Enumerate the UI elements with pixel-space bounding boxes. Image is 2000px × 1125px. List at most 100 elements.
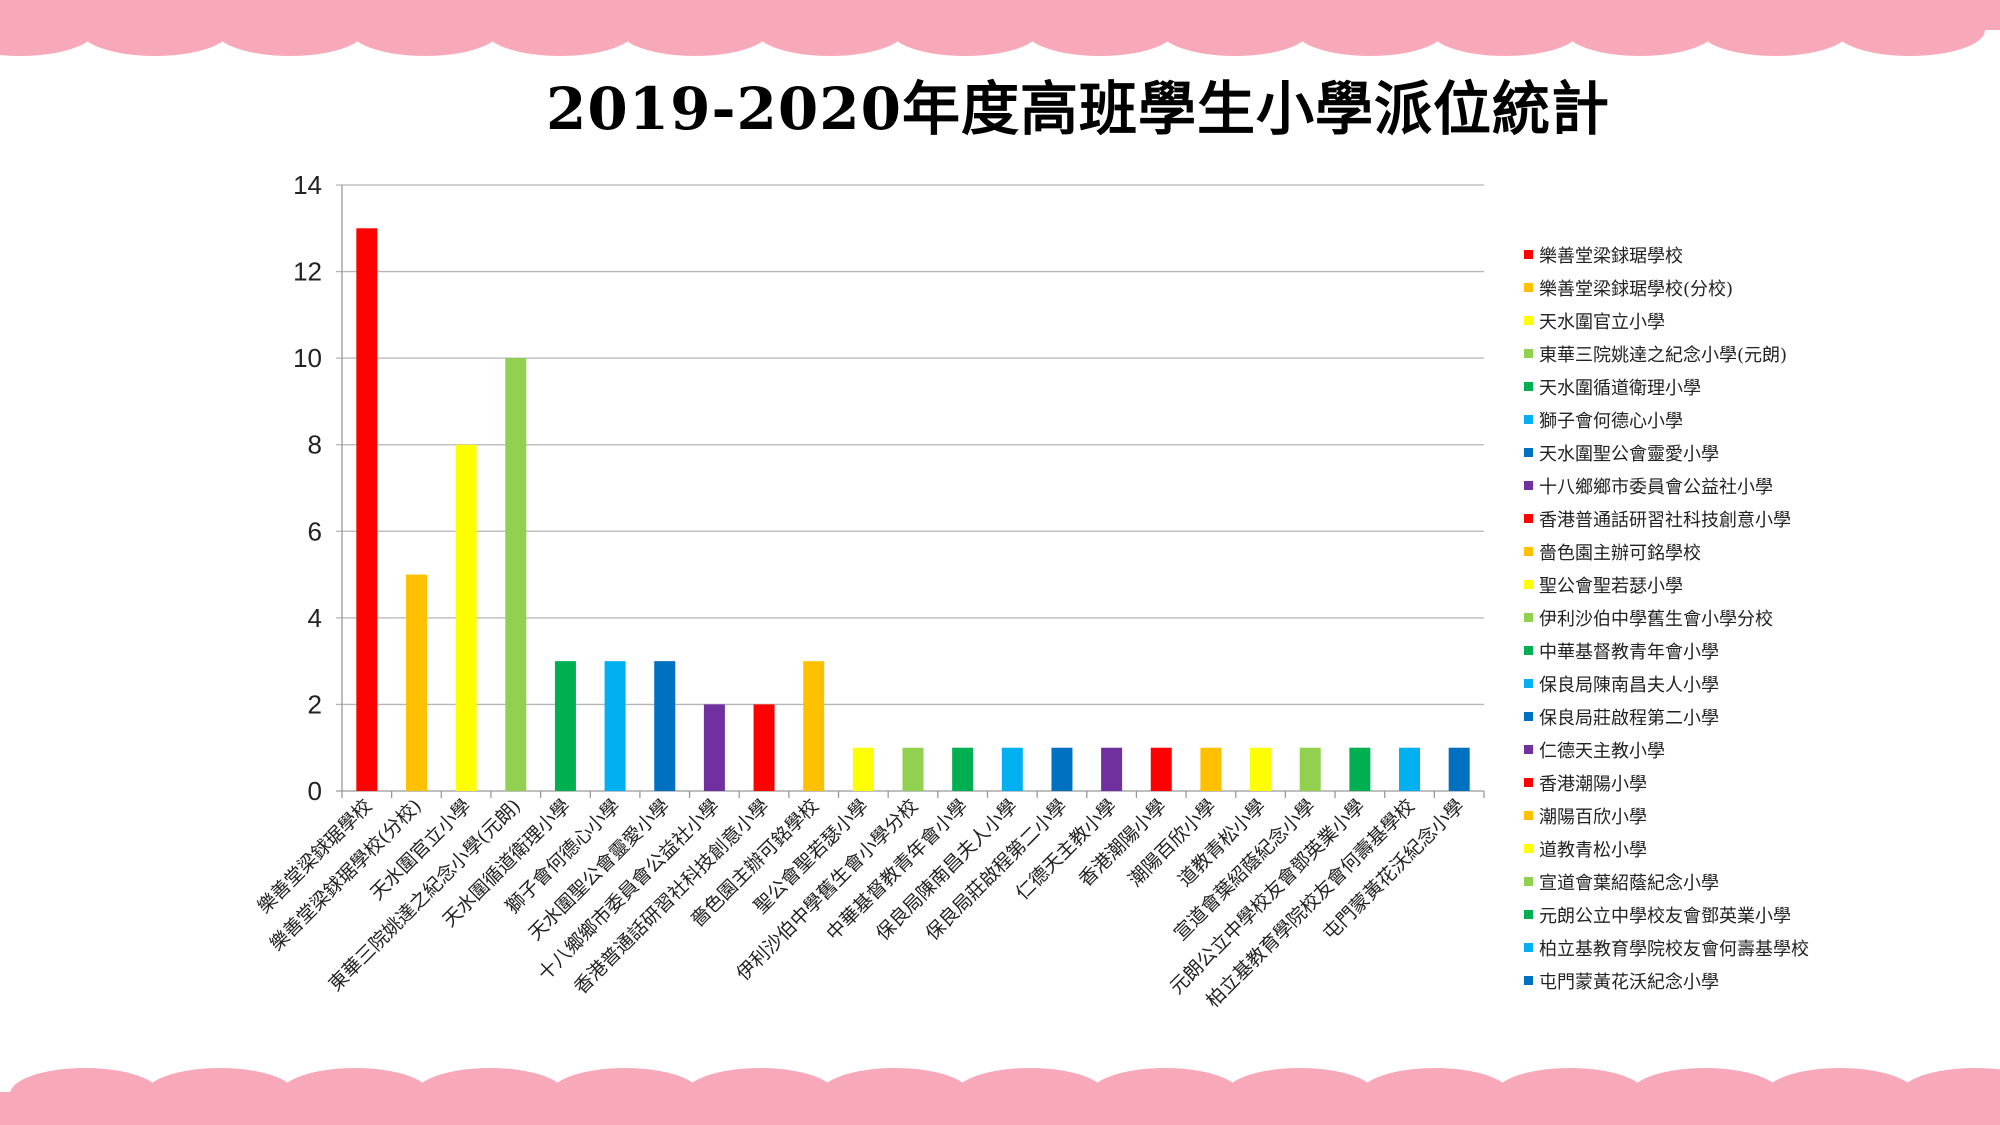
- legend-item: 嗇色園主辦可銘學校: [1524, 535, 1809, 568]
- legend-item: 潮陽百欣小學: [1524, 799, 1809, 832]
- y-tick-label: 12: [293, 257, 322, 287]
- legend-swatch: [1524, 514, 1533, 523]
- chart-title: 2019-2020年度高班學生小學派位統計: [546, 75, 1610, 143]
- legend-item: 元朗公立中學校友會鄧英業小學: [1524, 898, 1809, 931]
- legend-label: 香港潮陽小學: [1539, 773, 1647, 795]
- bar: [902, 747, 924, 791]
- legend-item: 保良局莊啟程第二小學: [1524, 700, 1809, 733]
- legend-swatch: [1524, 712, 1533, 721]
- legend-swatch: [1524, 646, 1533, 655]
- y-tick-label: 4: [308, 603, 322, 633]
- legend-item: 仁德天主教小學: [1524, 733, 1809, 766]
- bar: [1101, 747, 1123, 791]
- legend-item: 屯門蒙黃花沃紀念小學: [1524, 964, 1809, 997]
- bar: [356, 228, 378, 792]
- legend-swatch: [1524, 778, 1533, 787]
- legend-item: 樂善堂梁銶琚學校(分校): [1524, 271, 1809, 304]
- legend-swatch: [1524, 679, 1533, 688]
- bar: [753, 704, 775, 791]
- y-tick-label: 0: [308, 776, 322, 806]
- legend-item: 聖公會聖若瑟小學: [1524, 568, 1809, 601]
- legend-swatch: [1524, 415, 1533, 424]
- legend-label: 獅子會何德心小學: [1539, 410, 1683, 432]
- legend-swatch: [1524, 844, 1533, 853]
- legend-item: 十八鄉鄉市委員會公益社小學: [1524, 469, 1809, 502]
- legend-label: 屯門蒙黃花沃紀念小學: [1539, 971, 1719, 993]
- legend-item: 道教青松小學: [1524, 832, 1809, 865]
- legend-swatch: [1524, 811, 1533, 820]
- legend-swatch: [1524, 877, 1533, 886]
- legend-item: 香港普通話研習社科技創意小學: [1524, 502, 1809, 535]
- legend-item: 天水圍循道衛理小學: [1524, 370, 1809, 403]
- y-tick-label: 8: [308, 430, 322, 460]
- legend-label: 伊利沙伯中學舊生會小學分校: [1539, 608, 1773, 630]
- legend-label: 仁德天主教小學: [1539, 740, 1665, 762]
- legend-label: 保良局陳南昌夫人小學: [1539, 674, 1719, 696]
- legend-swatch: [1524, 910, 1533, 919]
- bar: [505, 358, 527, 791]
- legend-swatch: [1524, 349, 1533, 358]
- legend-item: 香港潮陽小學: [1524, 766, 1809, 799]
- bar: [604, 661, 626, 791]
- bar: [1051, 747, 1073, 791]
- legend-item: 柏立基教育學院校友會何壽基學校: [1524, 931, 1809, 964]
- bar: [1001, 747, 1023, 791]
- legend-swatch: [1524, 547, 1533, 556]
- legend-label: 柏立基教育學院校友會何壽基學校: [1539, 938, 1809, 960]
- legend-swatch: [1524, 745, 1533, 754]
- legend-label: 東華三院姚達之紀念小學(元朗): [1539, 344, 1788, 366]
- legend-swatch: [1524, 976, 1533, 985]
- legend-item: 天水圍聖公會靈愛小學: [1524, 436, 1809, 469]
- legend-label: 宣道會葉紹蔭紀念小學: [1539, 872, 1719, 894]
- legend-label: 保良局莊啟程第二小學: [1539, 707, 1719, 729]
- bar: [554, 661, 576, 791]
- legend-label: 嗇色園主辦可銘學校: [1539, 542, 1701, 564]
- legend-label: 香港普通話研習社科技創意小學: [1539, 509, 1791, 531]
- legend-label: 潮陽百欣小學: [1539, 806, 1647, 828]
- y-tick-label: 6: [308, 516, 322, 546]
- legend-swatch: [1524, 580, 1533, 589]
- legend-item: 天水圍官立小學: [1524, 304, 1809, 337]
- legend-swatch: [1524, 448, 1533, 457]
- bar: [1150, 747, 1172, 791]
- legend-swatch: [1524, 943, 1533, 952]
- bar: [1250, 747, 1272, 791]
- bar: [952, 747, 974, 791]
- legend-swatch: [1524, 382, 1533, 391]
- bar: [803, 661, 825, 791]
- bar: [852, 747, 874, 791]
- legend-item: 保良局陳南昌夫人小學: [1524, 667, 1809, 700]
- y-tick-label: 2: [308, 689, 322, 719]
- legend-label: 元朗公立中學校友會鄧英業小學: [1539, 905, 1791, 927]
- legend-item: 樂善堂梁銶琚學校: [1524, 238, 1809, 271]
- bar: [703, 704, 725, 791]
- y-tick-label: 10: [293, 343, 322, 373]
- legend-item: 伊利沙伯中學舊生會小學分校: [1524, 601, 1809, 634]
- legend-label: 中華基督教青年會小學: [1539, 641, 1719, 663]
- y-tick-label: 14: [293, 170, 322, 200]
- bar: [1399, 747, 1421, 791]
- legend-label: 道教青松小學: [1539, 839, 1647, 861]
- legend-label: 樂善堂梁銶琚學校: [1539, 245, 1683, 267]
- legend-item: 獅子會何德心小學: [1524, 403, 1809, 436]
- legend-label: 天水圍循道衛理小學: [1539, 377, 1701, 399]
- legend: 樂善堂梁銶琚學校樂善堂梁銶琚學校(分校) 天水圍官立小學東華三院姚達之紀念小學(元…: [1524, 238, 1809, 997]
- bar: [1349, 747, 1371, 791]
- legend-item: 宣道會葉紹蔭紀念小學: [1524, 865, 1809, 898]
- legend-swatch: [1524, 481, 1533, 490]
- legend-label: 樂善堂梁銶琚學校(分校): [1539, 278, 1734, 300]
- legend-swatch: [1524, 613, 1533, 622]
- bar: [1448, 747, 1470, 791]
- legend-label: 十八鄉鄉市委員會公益社小學: [1539, 476, 1773, 498]
- bar: [455, 444, 477, 791]
- bar: [654, 661, 676, 791]
- bar: [1299, 747, 1321, 791]
- legend-swatch: [1524, 250, 1533, 259]
- legend-label: 天水圍聖公會靈愛小學: [1539, 443, 1719, 465]
- legend-label: 天水圍官立小學: [1539, 311, 1665, 333]
- legend-item: 中華基督教青年會小學: [1524, 634, 1809, 667]
- legend-item: 東華三院姚達之紀念小學(元朗): [1524, 337, 1809, 370]
- legend-swatch: [1524, 316, 1533, 325]
